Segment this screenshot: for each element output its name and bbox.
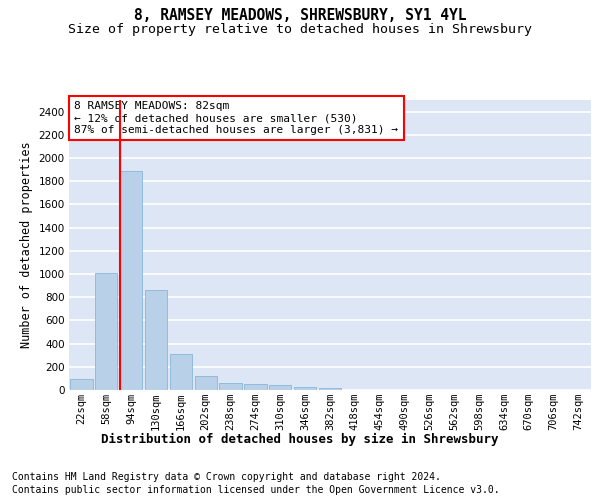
- Text: Contains HM Land Registry data © Crown copyright and database right 2024.: Contains HM Land Registry data © Crown c…: [12, 472, 441, 482]
- Text: Size of property relative to detached houses in Shrewsbury: Size of property relative to detached ho…: [68, 22, 532, 36]
- Bar: [220, 383, 242, 390]
- Bar: [294, 387, 316, 390]
- Bar: [120, 171, 142, 390]
- Y-axis label: Number of detached properties: Number of detached properties: [20, 142, 33, 348]
- Bar: [70, 379, 92, 390]
- Bar: [244, 384, 266, 390]
- Text: Distribution of detached houses by size in Shrewsbury: Distribution of detached houses by size …: [101, 432, 499, 446]
- Bar: [194, 376, 217, 390]
- Bar: [170, 354, 192, 390]
- Text: 8, RAMSEY MEADOWS, SHREWSBURY, SY1 4YL: 8, RAMSEY MEADOWS, SHREWSBURY, SY1 4YL: [134, 8, 466, 22]
- Bar: [95, 273, 118, 390]
- Bar: [269, 386, 292, 390]
- Text: 8 RAMSEY MEADOWS: 82sqm
← 12% of detached houses are smaller (530)
87% of semi-d: 8 RAMSEY MEADOWS: 82sqm ← 12% of detache…: [74, 102, 398, 134]
- Bar: [319, 388, 341, 390]
- Bar: [145, 290, 167, 390]
- Text: Contains public sector information licensed under the Open Government Licence v3: Contains public sector information licen…: [12, 485, 500, 495]
